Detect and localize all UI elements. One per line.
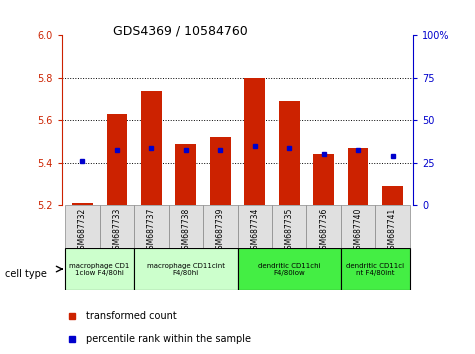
Text: GSM687739: GSM687739	[216, 207, 225, 254]
Text: GSM687738: GSM687738	[181, 207, 190, 254]
Text: macrophage CD1
1clow F4/80hi: macrophage CD1 1clow F4/80hi	[69, 263, 130, 275]
Text: GSM687732: GSM687732	[78, 207, 87, 254]
Bar	[272, 205, 306, 248]
Text: GSM687740: GSM687740	[353, 207, 362, 254]
Text: percentile rank within the sample: percentile rank within the sample	[86, 334, 251, 344]
Bar	[106, 114, 127, 205]
Text: GSM687736: GSM687736	[319, 207, 328, 254]
Bar	[134, 248, 238, 290]
Text: GSM687734: GSM687734	[250, 207, 259, 254]
Bar	[100, 205, 134, 248]
Bar	[203, 205, 238, 248]
Text: macrophage CD11cint
F4/80hi: macrophage CD11cint F4/80hi	[147, 263, 225, 275]
Text: dendritic CD11ci
nt F4/80int: dendritic CD11ci nt F4/80int	[346, 263, 404, 275]
Bar	[382, 186, 403, 205]
Bar	[314, 154, 334, 205]
Bar	[279, 101, 300, 205]
Text: GSM687741: GSM687741	[388, 207, 397, 254]
Text: dendritic CD11chi
F4/80low: dendritic CD11chi F4/80low	[258, 263, 321, 275]
Bar	[169, 205, 203, 248]
Bar	[141, 91, 162, 205]
Bar	[175, 144, 196, 205]
Bar	[134, 205, 169, 248]
Text: GSM687735: GSM687735	[285, 207, 294, 254]
Bar	[210, 137, 230, 205]
Bar	[348, 148, 369, 205]
Bar	[65, 248, 134, 290]
Bar	[238, 248, 341, 290]
Text: GDS4369 / 10584760: GDS4369 / 10584760	[113, 25, 248, 38]
Bar	[306, 205, 341, 248]
Bar	[238, 205, 272, 248]
Text: GSM687737: GSM687737	[147, 207, 156, 254]
Bar	[341, 248, 410, 290]
Bar	[375, 205, 410, 248]
Bar	[65, 205, 100, 248]
Bar	[72, 203, 93, 205]
Text: cell type: cell type	[5, 269, 47, 279]
Bar	[245, 78, 265, 205]
Text: transformed count: transformed count	[86, 311, 177, 321]
Bar	[341, 205, 375, 248]
Text: GSM687733: GSM687733	[113, 207, 122, 254]
